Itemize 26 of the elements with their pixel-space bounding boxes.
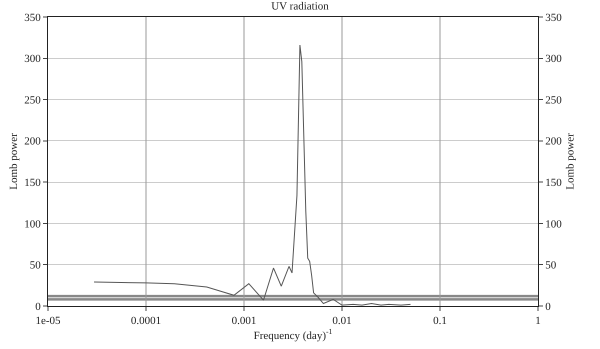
x-axis-title: Frequency (day)$^{-1}$: [254, 327, 333, 342]
y2-tick-label: 100: [545, 218, 562, 230]
x-tick-label: 0.001: [232, 315, 256, 328]
y-tick-label: 300: [24, 53, 42, 66]
chart-title: UV radiation: [271, 0, 330, 12]
y2-tick-label: 50: [545, 260, 557, 272]
y-tick-label: 100: [24, 218, 42, 230]
y2-tick-label: 250: [545, 94, 562, 106]
y-axis-title: Lomb power: [8, 132, 20, 190]
y2-tick-label: 350: [545, 12, 562, 24]
y2-tick-label: 0: [545, 300, 552, 313]
x-tick-label: 1e-05: [35, 315, 62, 328]
y2-tick-label: 200: [545, 136, 562, 148]
x-tick-label: 0.1: [433, 315, 447, 328]
y-tick-label: 350: [24, 12, 42, 24]
y-tick-label: 50: [30, 260, 42, 272]
y-tick-label: 250: [24, 94, 42, 106]
y2-tick-label: 300: [545, 53, 562, 66]
x-tick-label: 0.0001: [130, 315, 162, 328]
y2-tick-label: 150: [545, 176, 562, 189]
y-tick-label: 150: [24, 176, 42, 189]
x-tick-label: 0.01: [332, 315, 352, 328]
y2-axis-title: Lomb power: [564, 132, 576, 190]
y-tick-label: 200: [24, 136, 42, 148]
x-tick-label: 1: [535, 315, 541, 328]
y-tick-label: 0: [35, 300, 42, 313]
